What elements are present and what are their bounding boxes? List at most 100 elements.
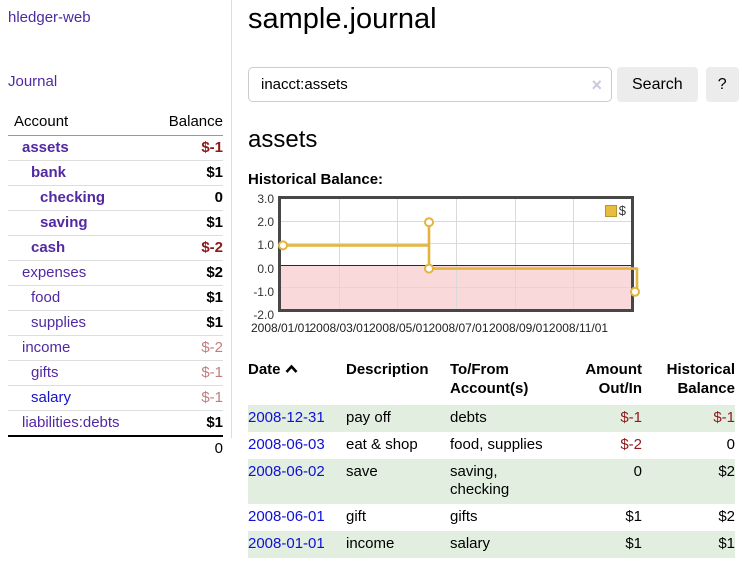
account-link-bank[interactable]: bank [31, 164, 67, 181]
account-balance: $1 [152, 310, 223, 336]
gridline [281, 287, 631, 288]
app-layout: hledger-web Journal Account Balance asse… [0, 0, 742, 558]
account-balance: $2 [152, 260, 223, 286]
column-header-description: Description [346, 361, 429, 378]
transaction-amount: $1 [625, 508, 642, 525]
y-tick: -1.0 [253, 285, 274, 299]
gridline [281, 243, 631, 244]
transaction-balance: $-1 [713, 409, 735, 426]
gridline [397, 199, 399, 309]
y-tick: 0.0 [257, 262, 274, 276]
gridline [573, 199, 575, 309]
account-row: food $1 [8, 285, 223, 311]
account-balance: $-2 [152, 335, 223, 361]
transaction-description: pay off [346, 409, 391, 426]
brand-link[interactable]: hledger-web [8, 9, 91, 26]
transaction-date-link[interactable]: 2008-06-02 [248, 463, 325, 480]
transaction-row: 2008-06-01 gift gifts $1 $2 [248, 504, 735, 531]
transaction-accounts: gifts [450, 508, 478, 525]
transaction-date-link[interactable]: 2008-12-31 [248, 409, 325, 426]
account-row: salary $-1 [8, 385, 223, 411]
transaction-balance: $2 [718, 508, 735, 525]
x-tick: 2008/03/01 [309, 321, 370, 335]
account-link-food[interactable]: food [31, 289, 61, 306]
account-row: expenses $2 [8, 260, 223, 286]
clear-search-icon[interactable]: × [591, 74, 602, 95]
accounts-header-balance: Balance [152, 109, 223, 136]
transaction-balance: $2 [718, 463, 735, 480]
x-tick: 2008/11/01 [548, 321, 609, 335]
gridline [455, 199, 457, 309]
account-balance: 0 [152, 185, 223, 211]
x-tick: 2008/05/01 [368, 321, 430, 335]
account-link-income[interactable]: income [22, 339, 71, 356]
x-tick: 2008/07/01 [428, 321, 489, 335]
main-content: sample.journal × Search ? assets Histori… [232, 0, 742, 558]
x-tick: 2008/01/01 [250, 321, 312, 335]
search-input[interactable] [248, 67, 612, 102]
data-point-marker [278, 240, 288, 251]
gridline [338, 199, 340, 309]
account-link-liabilities-debts[interactable]: liabilities:debts [22, 414, 120, 431]
column-header-amount: Amount Out/In [585, 361, 642, 397]
chart-legend: $ [604, 203, 626, 218]
transaction-accounts: salary [450, 535, 491, 552]
register-header-row: Date Description To/From Account(s) Amou… [248, 356, 735, 405]
account-row: saving $1 [8, 210, 223, 236]
account-link-saving[interactable]: saving [40, 214, 88, 231]
data-point-marker [630, 286, 640, 297]
account-link-gifts[interactable]: gifts [31, 364, 59, 381]
transaction-description: save [346, 463, 378, 480]
account-heading: assets [248, 126, 318, 153]
transaction-description: gift [346, 508, 367, 525]
transaction-amount: 0 [633, 463, 642, 480]
chart-plot-area: $ [278, 196, 640, 312]
account-row: income $-2 [8, 335, 223, 361]
column-header-historical-balance: Historical Balance [666, 361, 735, 397]
account-row: gifts $-1 [8, 360, 223, 386]
account-row: supplies $1 [8, 310, 223, 336]
chart-zero-line [281, 265, 631, 266]
account-balance: $-1 [152, 360, 223, 386]
account-link-assets[interactable]: assets [22, 139, 69, 156]
search-button[interactable]: Search [617, 67, 698, 102]
column-header-date-label: Date [248, 361, 281, 378]
account-link-salary[interactable]: salary [31, 389, 72, 406]
column-header-to-from: To/From Account(s) [450, 361, 529, 397]
page-title: sample.journal [248, 3, 437, 35]
search-form: × Search ? [248, 67, 739, 102]
account-balance: $-1 [152, 135, 223, 161]
y-tick: 2.0 [257, 215, 274, 229]
account-row: checking 0 [8, 185, 223, 211]
y-tick: 3.0 [257, 192, 274, 206]
gridline [514, 199, 516, 309]
transaction-amount: $1 [625, 535, 642, 552]
transaction-date-link[interactable]: 2008-06-03 [248, 436, 325, 453]
legend-swatch-icon [604, 204, 617, 217]
sort-ascending-icon [285, 360, 298, 379]
accounts-table: Account Balance assets $-1 bank $1 check… [8, 109, 223, 461]
sidebar-item-journal[interactable]: Journal [8, 73, 58, 90]
accounts-total-row: 0 [8, 435, 223, 461]
transaction-date-link[interactable]: 2008-06-01 [248, 508, 325, 525]
chart-title: Historical Balance: [248, 171, 384, 188]
historical-balance-chart: 3.0 2.0 1.0 0.0 -1.0 -2.0 [248, 192, 739, 337]
account-link-checking[interactable]: checking [40, 189, 106, 206]
register-table: Date Description To/From Account(s) Amou… [248, 356, 735, 558]
account-link-expenses[interactable]: expenses [22, 264, 87, 281]
transaction-amount: $-2 [620, 436, 642, 453]
sidebar: hledger-web Journal Account Balance asse… [0, 0, 232, 461]
legend-label: $ [618, 203, 626, 218]
transaction-date-link[interactable]: 2008-01-01 [248, 535, 325, 552]
help-button[interactable]: ? [705, 67, 739, 102]
transaction-row: 2008-12-31 pay off debts $-1 $-1 [248, 405, 735, 432]
column-header-date[interactable]: Date [248, 356, 346, 405]
transaction-accounts: saving, checking [450, 463, 510, 498]
account-link-supplies[interactable]: supplies [31, 314, 87, 331]
account-row: liabilities:debts $1 [8, 410, 223, 437]
account-link-cash[interactable]: cash [31, 239, 66, 256]
gridline [281, 221, 631, 222]
transaction-amount: $-1 [620, 409, 642, 426]
account-balance: $-1 [152, 385, 223, 411]
account-balance: $-2 [152, 235, 223, 261]
